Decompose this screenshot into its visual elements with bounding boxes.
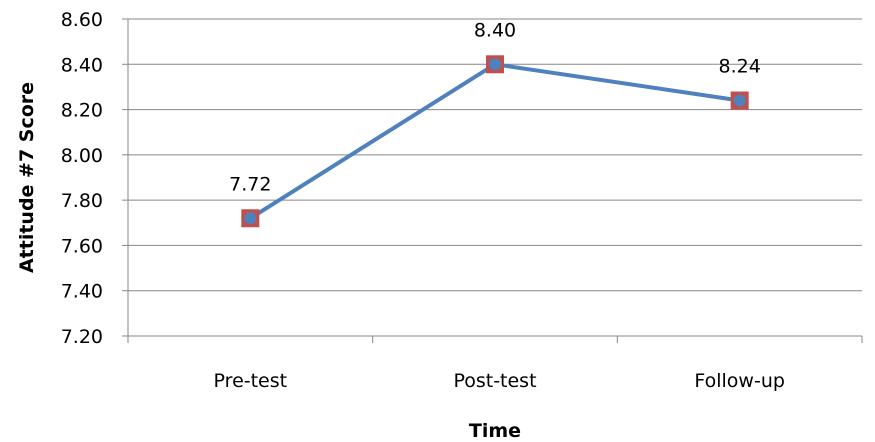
series-markers	[241, 55, 749, 228]
y-tick-label: 7.40	[61, 281, 103, 303]
gridlines	[128, 18, 862, 337]
y-tick-label: 7.80	[61, 190, 103, 212]
y-tick-label: 8.00	[61, 145, 103, 167]
y-tick-label: 8.60	[61, 9, 103, 31]
data-point	[489, 58, 501, 71]
series-line-path	[249, 62, 740, 220]
x-tick-label: Follow-up	[694, 370, 785, 392]
y-axis-ticks: 7.20 7.40 7.60 7.80 8.00 8.20 8.40 8.60	[61, 9, 128, 348]
y-tick-label: 8.40	[61, 54, 103, 76]
data-point	[733, 94, 746, 107]
y-tick-label: 7.20	[61, 326, 103, 348]
data-labels: 7.72 8.40 8.24	[229, 19, 761, 195]
data-label: 7.72	[229, 173, 271, 195]
series-line	[249, 62, 740, 220]
x-tick-label: Post-test	[453, 370, 536, 392]
data-point	[244, 212, 257, 225]
data-label: 8.24	[719, 56, 761, 78]
y-tick-label: 8.20	[61, 100, 103, 122]
y-axis-title: Attitude #7 Score	[16, 82, 38, 273]
data-label: 8.40	[474, 19, 516, 41]
x-axis-title: Time	[469, 420, 521, 442]
x-tick-label: Pre-test	[214, 370, 288, 392]
y-tick-label: 7.60	[61, 235, 103, 257]
x-axis: Pre-test Post-test Follow-up	[127, 19, 863, 392]
